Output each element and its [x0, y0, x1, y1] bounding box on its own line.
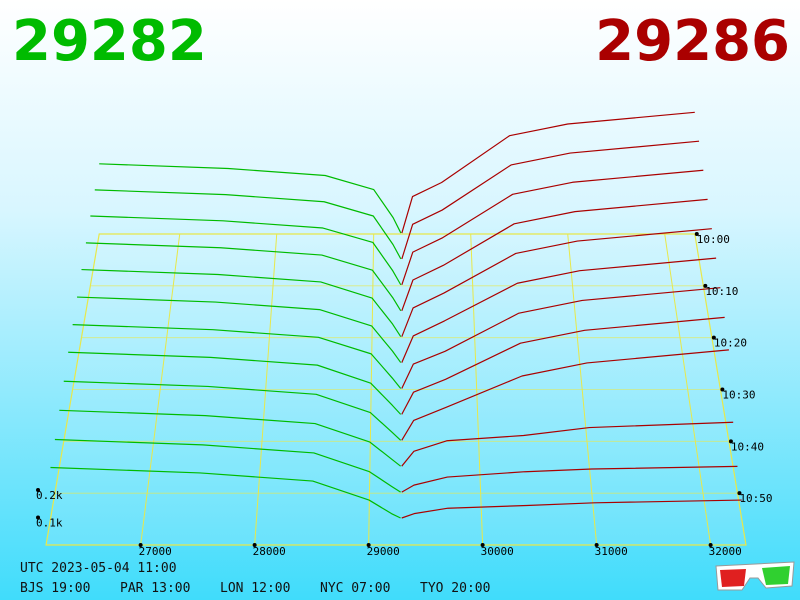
bid-depth-line [50, 466, 401, 519]
ask-depth-line [401, 140, 700, 260]
bid-depth-line [99, 163, 402, 234]
ask-depth-line [401, 465, 738, 493]
bid-depth-line [90, 215, 402, 286]
price-tick-dot [594, 543, 599, 547]
bid-depth-line [68, 351, 402, 415]
ask-depth-line [401, 349, 729, 441]
bid-depth-line [81, 268, 402, 338]
price-tick-label: 32000 [709, 545, 742, 558]
bid-depth-line [72, 324, 402, 389]
clock: NYC 07:00 [320, 581, 390, 596]
ask-depth-line [401, 198, 708, 311]
time-tick-label: 10:00 [697, 233, 730, 246]
volume-tick-label: 0.2k [36, 489, 63, 502]
axis-labels: 27000 28000 29000 30000 31000 32000 10:00 10:10… [36, 232, 773, 558]
price-tick-dot [480, 543, 485, 547]
clock: TYO 20:00 [420, 581, 490, 596]
ask-depth-line [401, 316, 725, 415]
price-tick-dot [708, 543, 713, 547]
time-tick-dot [720, 387, 725, 392]
best-ask: 29286 [595, 9, 790, 74]
price-tick-label: 28000 [253, 545, 286, 558]
bid-depth-line [54, 438, 401, 493]
clock: PAR 13:00 [120, 581, 190, 596]
ask-depth-line [401, 169, 704, 286]
world-clocks: BJS 19:00 PAR 13:00 LON 12:00 NYC 07:00 TYO … [20, 581, 490, 596]
time-tick-label: 10:10 [705, 285, 738, 298]
volume-tick-dot [36, 488, 41, 492]
volume-tick-dot [36, 515, 41, 520]
ask-depth-line [401, 111, 695, 234]
price-tick-dot [366, 543, 371, 547]
volume-tick-label: 0.1k [36, 517, 63, 530]
clock: BJS 19:00 [20, 581, 90, 596]
ask-depth-line [401, 499, 742, 519]
floor [45, 233, 747, 546]
time-tick-label: 10:50 [739, 492, 772, 505]
time-tick-dot [728, 439, 733, 444]
time-tick-label: 10:30 [722, 389, 755, 402]
time-tick-label: 10:20 [714, 337, 747, 350]
clock: LON 12:00 [220, 581, 290, 596]
depth-lines [50, 111, 742, 519]
ask-depth-line [401, 287, 721, 389]
bid-depth-line [85, 242, 402, 312]
bid-depth-line [63, 380, 402, 441]
time-tick-dot [703, 283, 708, 288]
price-tick-label: 31000 [595, 545, 628, 558]
ask-depth-line [401, 228, 712, 337]
price-tick-dot [138, 543, 143, 547]
price-tick-label: 30000 [481, 545, 514, 558]
time-tick-dot [711, 335, 716, 340]
bid-depth-line [59, 409, 402, 467]
ask-depth-line [401, 421, 734, 467]
time-tick-dot [737, 491, 742, 496]
bid-depth-line [94, 189, 402, 260]
price-tick-label: 29000 [367, 545, 400, 558]
timestamp: UTC 2023-05-04 11:00 [20, 561, 177, 576]
price-tick-dot [252, 543, 257, 547]
time-tick-dot [694, 232, 699, 236]
time-tick-label: 10:40 [731, 440, 764, 453]
price-tick-label: 27000 [139, 545, 172, 558]
ask-depth-line [401, 257, 717, 363]
best-bid: 29282 [12, 9, 207, 74]
bid-depth-line [77, 296, 402, 363]
3d-glasses-icon[interactable] [715, 561, 795, 591]
